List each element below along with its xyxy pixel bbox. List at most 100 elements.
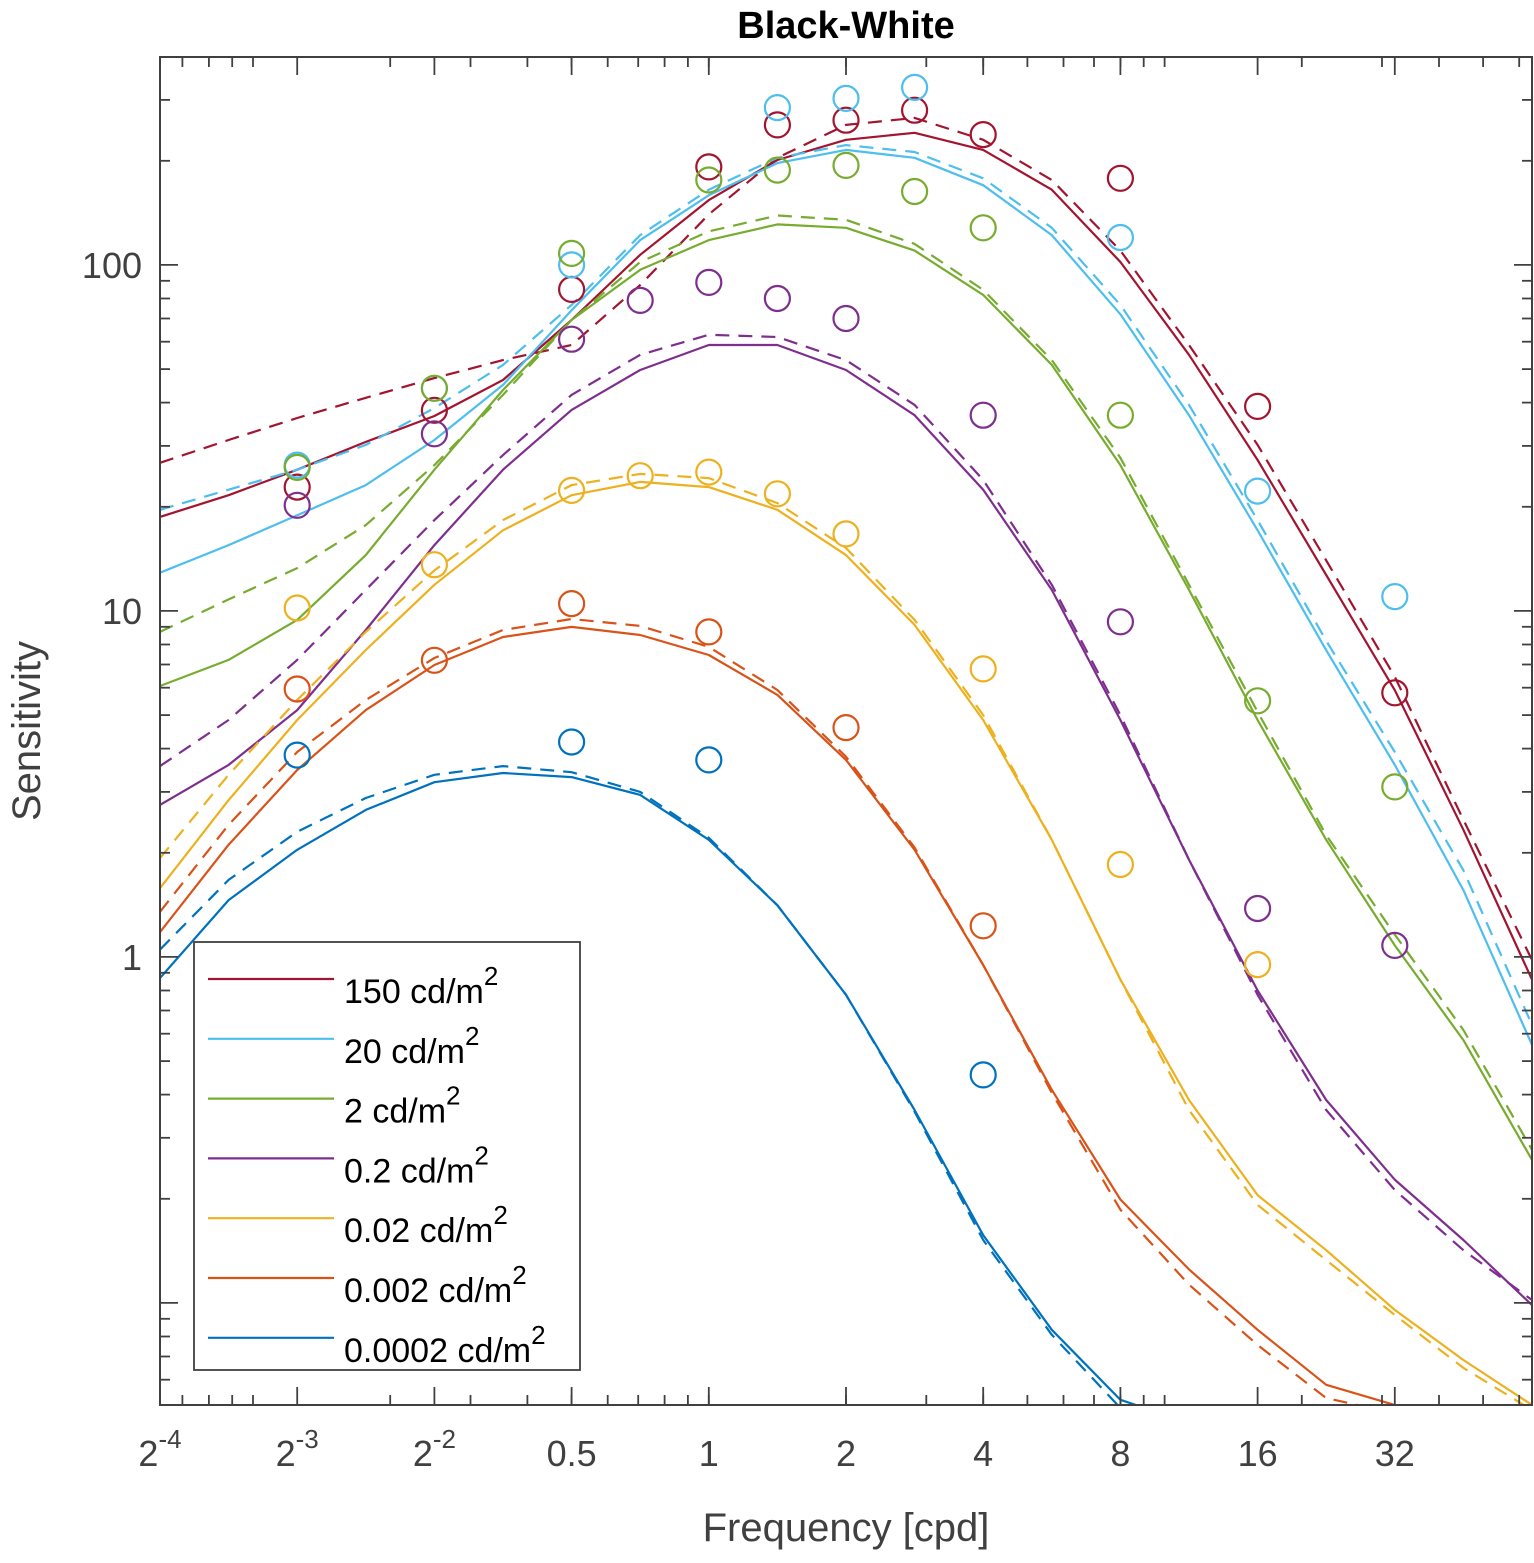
data-point-marker (900, 73, 929, 102)
data-point-marker (1243, 950, 1272, 979)
y-tick-label: 100 (82, 245, 142, 286)
model-curve-solid-6 (160, 771, 1140, 1405)
legend-entry: 0.0002 cd/m2 (208, 1320, 546, 1370)
data-point-marker (1106, 401, 1135, 429)
legend-entry: 0.2 cd/m2 (208, 1140, 489, 1190)
data-point-marker (557, 325, 586, 353)
axes (159, 56, 1533, 1406)
data-point-marker (763, 480, 792, 508)
x-tick-label: 32 (1375, 1433, 1415, 1474)
legend-box (193, 941, 581, 1371)
data-point-marker (695, 153, 723, 181)
data-point-marker (420, 551, 448, 579)
data-point-marker (969, 1061, 997, 1089)
data-point-marker (1106, 164, 1135, 192)
legend-entry: 150 cd/m2 (208, 961, 498, 1011)
legend-label: 0.2 cd/m2 (344, 1140, 489, 1190)
data-point-marker (832, 713, 860, 742)
legend-label: 150 cd/m2 (344, 961, 498, 1011)
legend-entry: 2 cd/m2 (208, 1081, 461, 1131)
data-point-marker (557, 476, 586, 504)
data-point-marker (832, 106, 860, 134)
data-point-marker (695, 166, 723, 194)
data-point-marker (763, 111, 792, 139)
x-tick-label: 2-4 (138, 1424, 181, 1474)
y-tick-label: 1 (122, 937, 142, 978)
data-point-marker (695, 268, 723, 296)
data-point-marker (900, 177, 929, 206)
x-tick-label: 2-3 (276, 1424, 319, 1474)
data-point-marker (832, 151, 860, 179)
x-tick-label: 2-2 (413, 1424, 456, 1474)
data-point-marker (1106, 850, 1135, 879)
data-point-marker (557, 275, 586, 303)
curves-layer (160, 116, 1532, 1405)
data-point-marker (283, 594, 311, 622)
data-point-marker (283, 675, 311, 703)
markers-layer (283, 73, 1409, 1089)
x-tick-label: 4 (973, 1433, 993, 1474)
model-curve-dashed-3 (160, 333, 1532, 1301)
legend-label: 0.02 cd/m2 (344, 1200, 508, 1250)
model-curve-dashed-0 (160, 116, 1532, 961)
data-point-marker (557, 251, 586, 279)
x-tick-label: 16 (1238, 1433, 1278, 1474)
model-curve-dashed-4 (160, 472, 1526, 1405)
legend: 150 cd/m2 20 cd/m2 2 cd/m2 0.2 cd/m2 0.02 cd… (193, 941, 581, 1371)
chart-title: Black-White (737, 5, 954, 47)
model-curve-dashed-1 (160, 144, 1532, 1026)
data-point-marker (420, 396, 448, 424)
legend-label: 0.0002 cd/m2 (344, 1320, 546, 1370)
legend-label: 0.002 cd/m2 (344, 1260, 527, 1310)
data-point-marker (763, 284, 792, 313)
data-point-marker (832, 84, 860, 113)
model-curve-solid-4 (160, 480, 1532, 1405)
y-tick-label: 10 (102, 591, 142, 632)
data-point-marker (420, 646, 448, 674)
model-curve-solid-5 (160, 625, 1396, 1405)
legend-entry: 0.02 cd/m2 (208, 1200, 508, 1250)
data-point-marker (1106, 223, 1135, 252)
legend-entry: 20 cd/m2 (208, 1021, 479, 1071)
data-point-marker (557, 589, 586, 618)
model-curve-solid-3 (160, 343, 1532, 1306)
data-point-marker (1243, 894, 1272, 923)
model-curve-solid-2 (160, 223, 1532, 1161)
x-tick-label: 1 (699, 1433, 719, 1474)
legend-entry: 0.002 cd/m2 (208, 1260, 527, 1310)
model-curve-solid-1 (160, 148, 1532, 1046)
data-point-marker (557, 728, 586, 756)
y-tick-labels: 1 10 100 (82, 245, 142, 978)
legend-label: 20 cd/m2 (344, 1021, 479, 1071)
x-axis-label: Frequency [cpd] (703, 1506, 990, 1550)
data-point-marker (969, 912, 997, 940)
data-point-marker (1243, 687, 1272, 715)
data-point-marker (420, 374, 448, 402)
model-curve-dashed-5 (160, 617, 1363, 1405)
x-tick-label: 8 (1110, 1433, 1130, 1474)
data-point-marker (1381, 582, 1409, 611)
data-point-marker (969, 121, 997, 149)
data-point-marker (900, 96, 929, 124)
data-point-marker (695, 746, 723, 774)
data-point-marker (283, 453, 311, 481)
data-point-marker (695, 618, 723, 646)
data-point-marker (626, 286, 654, 314)
data-point-marker (557, 239, 586, 267)
data-point-marker (1381, 773, 1409, 801)
data-point-marker (1381, 679, 1409, 707)
data-point-marker (832, 520, 860, 548)
data-point-marker (1381, 931, 1409, 960)
model-curve-dashed-6 (160, 765, 1120, 1405)
data-point-marker (1243, 392, 1272, 420)
data-point-marker (1243, 477, 1272, 505)
legend-label: 2 cd/m2 (344, 1081, 461, 1131)
x-tick-label: 0.5 (547, 1433, 597, 1474)
x-tick-labels: 2-4 2-3 2-2 0.5 1 2 4 8 16 32 (138, 1424, 1414, 1474)
data-point-marker (763, 93, 792, 122)
data-point-marker (832, 304, 860, 333)
data-point-marker (969, 214, 997, 242)
data-point-marker (695, 458, 723, 486)
data-point-marker (420, 420, 448, 448)
